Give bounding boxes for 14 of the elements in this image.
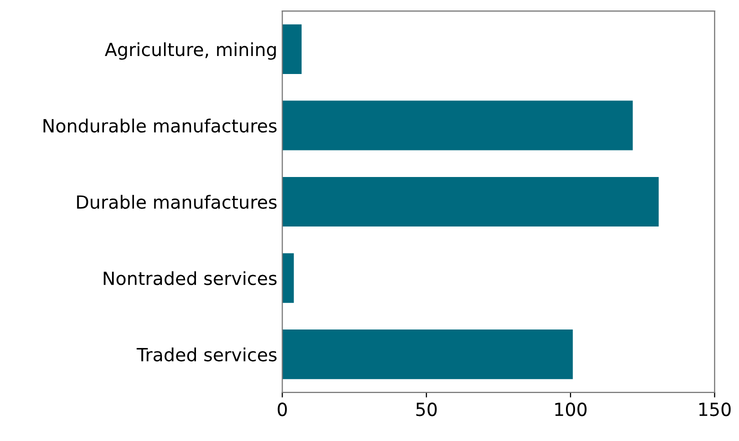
y-tick-label: Nontraded services [104, 271, 277, 286]
y-tick-label: Agriculture, mining [104, 42, 276, 60]
bar [282, 330, 573, 380]
y-tick-label: Nondurable manufactures [44, 118, 277, 133]
y-tick-label: Durable manufactures [77, 194, 277, 209]
y-tick-label: Traded services [136, 347, 277, 362]
bar [282, 24, 302, 74]
x-tick-label: 100 [555, 402, 587, 416]
x-tick-label: 0 [278, 402, 287, 416]
bar [282, 253, 294, 303]
bar [282, 100, 633, 150]
x-tick-label: 50 [416, 402, 437, 416]
bar [282, 176, 659, 227]
x-tick-label: 150 [699, 402, 731, 416]
